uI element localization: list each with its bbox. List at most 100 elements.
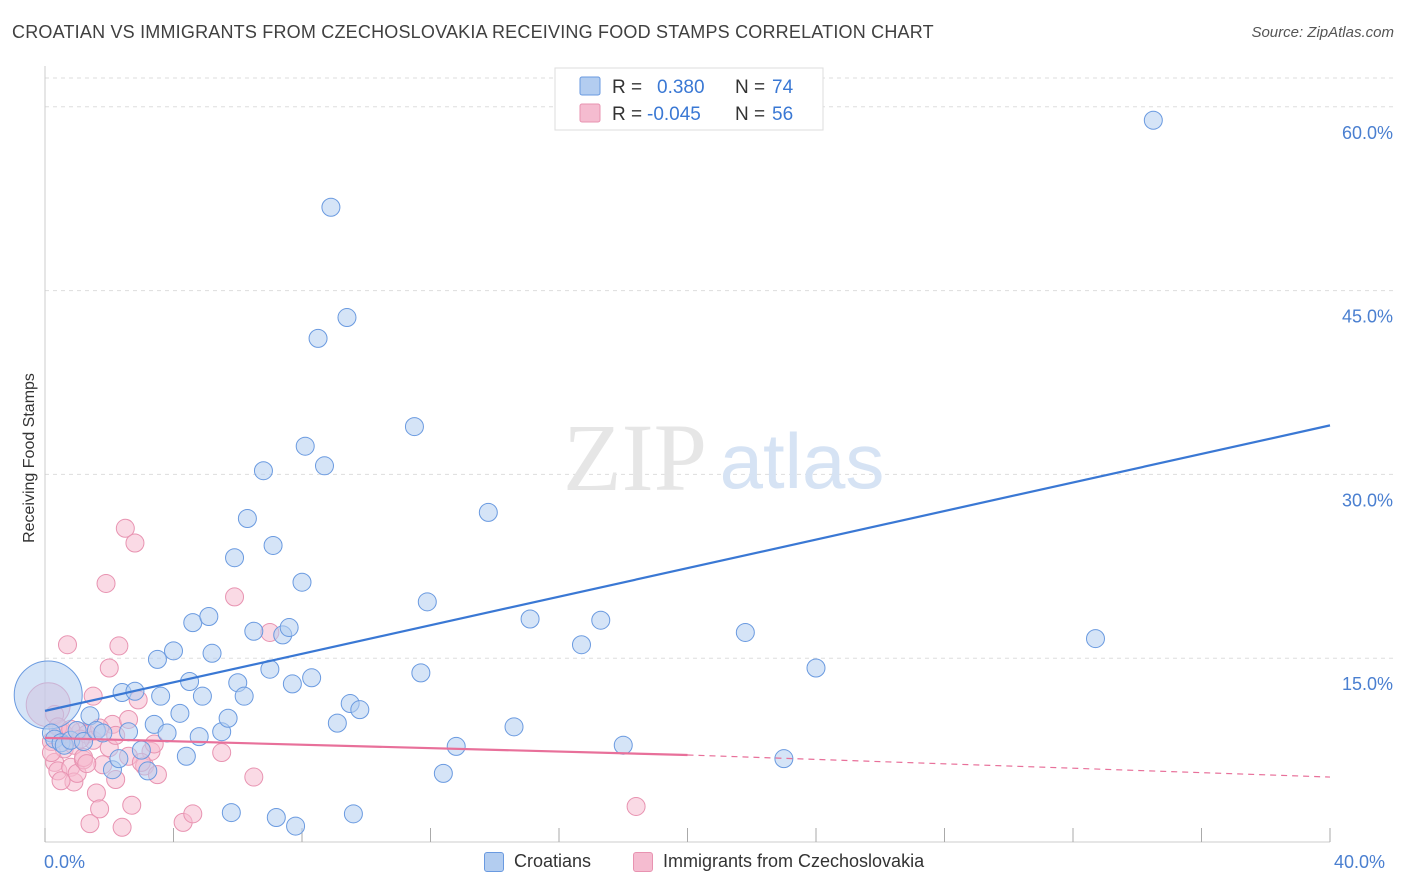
legend-swatch-croatians (484, 851, 504, 872)
data-point (314, 456, 334, 476)
trend-line-croatians (44, 424, 1331, 712)
legend-swatch-blue (579, 76, 601, 96)
data-point (234, 686, 254, 706)
data-point (202, 643, 222, 663)
data-point (1143, 110, 1163, 130)
data-point (93, 723, 113, 743)
data-point (221, 803, 241, 823)
data-point (411, 663, 431, 683)
data-point (735, 622, 755, 642)
data-point (343, 804, 363, 824)
data-point (218, 708, 238, 728)
data-point (244, 621, 264, 641)
legend-label-croatians: Croatians (514, 851, 592, 871)
legend-item-croatians[interactable]: Croatians (484, 851, 591, 872)
data-point (115, 518, 135, 538)
watermark-atlas: atlas (720, 417, 885, 505)
data-point (478, 502, 498, 522)
data-point (292, 572, 312, 592)
data-point (302, 668, 322, 688)
data-point (86, 783, 106, 803)
data-point (74, 732, 94, 752)
legend-n-label-pink: N = (735, 104, 765, 125)
data-point (225, 587, 245, 607)
data-point (112, 817, 132, 837)
watermark: ZIP atlas (563, 404, 884, 511)
data-point (183, 613, 203, 633)
legend-item-czechoslovakia[interactable]: Immigrants from Czechoslovakia (633, 851, 924, 872)
legend-n-value-pink: 56 (772, 104, 793, 125)
y-tick-label: 15.0% (1342, 674, 1393, 694)
data-point (279, 618, 299, 638)
data-point (119, 722, 139, 742)
legend-n-label-blue: N = (735, 77, 765, 98)
legend-label-czechoslovakia: Immigrants from Czechoslovakia (663, 851, 925, 871)
x-tick-max: 40.0% (1334, 852, 1386, 872)
legend-stats: R = 0.380 N = 74 R = -0.045 N = 56 (554, 67, 824, 131)
data-point (504, 717, 524, 737)
data-point (157, 723, 177, 743)
y-tick-label: 60.0% (1342, 123, 1393, 143)
data-point (1085, 629, 1105, 649)
data-point (337, 308, 357, 328)
data-point (225, 548, 245, 568)
legend-r-value-blue: 0.380 (657, 77, 705, 98)
data-point (244, 767, 264, 787)
data-point (199, 607, 219, 627)
data-point (286, 816, 306, 836)
data-point (806, 658, 826, 678)
data-point (176, 746, 196, 766)
data-point (125, 533, 145, 553)
legend-swatch-czechoslovakia (633, 851, 653, 872)
data-point (57, 635, 77, 655)
data-point (109, 636, 129, 656)
legend-r-label-blue: R = (612, 77, 642, 98)
data-point (80, 814, 100, 834)
series-blue-points (13, 110, 1163, 836)
data-point (321, 197, 341, 217)
data-point (147, 649, 167, 669)
data-point (13, 660, 83, 730)
data-point (122, 795, 142, 815)
data-point (774, 749, 794, 769)
chart-title: CROATIAN VS IMMIGRANTS FROM CZECHOSLOVAK… (12, 22, 934, 42)
data-point (212, 743, 232, 763)
gridlines (45, 77, 1393, 659)
data-point (180, 671, 200, 691)
data-point (613, 735, 633, 755)
trend-lines (44, 424, 1331, 778)
data-point (237, 508, 257, 528)
legend-series: Croatians Immigrants from Czechoslovakia (0, 851, 1406, 879)
source-label: Source: ZipAtlas.com (1251, 24, 1394, 41)
data-point (404, 417, 424, 437)
y-tick-label: 30.0% (1342, 490, 1393, 510)
y-tick-label: 45.0% (1342, 307, 1393, 327)
data-point (266, 807, 286, 827)
data-point (253, 461, 273, 481)
data-point (170, 703, 190, 723)
data-point (263, 535, 283, 555)
data-point (626, 796, 646, 816)
legend-n-value-blue: 74 (772, 77, 794, 98)
data-point (164, 641, 183, 661)
data-point (571, 635, 591, 655)
trend-line-czechoslovakia (44, 736, 688, 757)
trend-line-czechoslovakia-extrapolated (687, 754, 1331, 778)
legend-r-value-pink: -0.045 (647, 104, 701, 125)
data-point (308, 328, 328, 348)
x-tick-min: 0.0% (44, 852, 86, 872)
data-point (96, 573, 116, 593)
data-point (109, 749, 129, 769)
data-point (350, 700, 370, 720)
legend-swatch-pink (579, 103, 601, 123)
data-point (99, 658, 119, 678)
watermark-zip: ZIP (563, 404, 707, 511)
data-point (520, 609, 540, 629)
series-pink-points (25, 518, 646, 837)
data-point (151, 686, 171, 706)
data-point (77, 754, 97, 774)
data-point (51, 771, 71, 791)
data-point (295, 436, 315, 456)
data-point (327, 713, 347, 733)
